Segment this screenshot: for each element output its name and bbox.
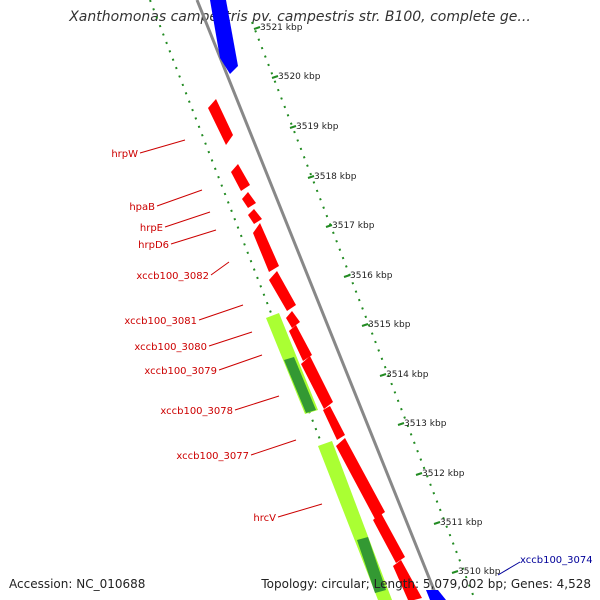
label-leader-line: [170, 229, 217, 245]
gene-label-xccb100_3081[interactable]: xccb100_3081: [124, 316, 197, 327]
scale-tick-label: 3511 kbp: [440, 518, 483, 528]
label-leader-line: [218, 354, 263, 371]
gene-hrpE: [242, 192, 256, 208]
genome-title: Xanthomonas campestris pv. campestris st…: [69, 9, 531, 25]
scale-tick-mark: [397, 422, 405, 426]
red-genes: [208, 99, 422, 600]
gene-labels: hrpW hpaB hrpE hrpD6 xccb100_3082 xccb100_308…: [111, 139, 323, 524]
gene-xccb100_3082: [253, 223, 279, 272]
scale-ticks: 3521 kbp 3520 kbp 3519 kbp 3518 kbp 3517 kbp…: [253, 23, 501, 577]
scale-tick-mark: [379, 373, 387, 377]
gene-label-hrpW[interactable]: hrpW: [111, 149, 138, 160]
label-leader-line: [210, 261, 230, 276]
gene-label-hpaB[interactable]: hpaB: [129, 202, 155, 213]
gene-hpaB: [231, 164, 250, 191]
label-leader-line: [234, 395, 280, 411]
gene-blue-top: [210, 0, 238, 74]
scale-tick-label: 3521 kbp: [260, 23, 303, 33]
gene-xccb100_3077: [323, 406, 345, 440]
gene-xccb100_3080: [286, 311, 300, 328]
scale-tick-mark: [343, 274, 351, 278]
scale-tick-mark: [289, 125, 297, 129]
gene-red-lower-2: [393, 560, 422, 600]
scale-tick-label: 3520 kbp: [278, 72, 321, 82]
gene-xccb100_3081: [269, 271, 296, 311]
gene-label-xccb100_3082[interactable]: xccb100_3082: [136, 271, 209, 282]
scale-tick-label: 3515 kbp: [368, 320, 411, 330]
genome-summary-text: Topology: circular; Length: 5,079,002 bp…: [261, 577, 591, 591]
scale-tick-label: 3516 kbp: [350, 271, 393, 281]
label-leader-line: [208, 331, 253, 347]
gene-blue-bottom: [426, 590, 446, 600]
label-leader-line: [198, 304, 244, 321]
gene-hrcV: [336, 438, 385, 519]
scale-tick-mark: [271, 75, 279, 79]
scale-tick-mark: [307, 175, 315, 179]
scale-tick-mark: [253, 26, 261, 30]
scale-tick-mark: [451, 570, 459, 574]
scale-tick-mark: [325, 224, 333, 228]
gene-label-xccb100_3079[interactable]: xccb100_3079: [144, 366, 217, 377]
gene-red-lower-1: [373, 513, 405, 563]
gene-hrpW: [208, 99, 233, 145]
scale-tick-label: 3513 kbp: [404, 419, 447, 429]
gene-label-xccb100_3078[interactable]: xccb100_3078: [160, 406, 233, 417]
label-leader-line: [156, 189, 203, 207]
gene-label-hrcV[interactable]: hrcV: [253, 513, 276, 524]
scale-tick-label: 3518 kbp: [314, 172, 357, 182]
label-leader-line: [250, 439, 297, 456]
gene-label-xccb100_3074[interactable]: xccb100_3074: [520, 555, 593, 566]
gene-label-hrpE[interactable]: hrpE: [140, 223, 163, 234]
gene-label-hrpD6[interactable]: hrpD6: [138, 240, 169, 251]
label-leader-line: [164, 211, 211, 228]
cds-dark-2: [357, 537, 386, 593]
green-features: [266, 313, 392, 600]
scale-tick-mark: [415, 472, 423, 476]
scale-tick-label: 3517 kbp: [332, 221, 375, 231]
scale-tick-label: 3519 kbp: [296, 122, 339, 132]
cds-dark-1: [284, 357, 316, 413]
scale-tick-label: 3512 kbp: [422, 469, 465, 479]
gene-hrpD6: [248, 209, 262, 224]
label-leader-xccb100_3074: [497, 561, 521, 576]
scale-tick-label: 3510 kbp: [458, 567, 501, 577]
gene-xccb100_3078: [301, 356, 333, 409]
genome-backbone: [195, 0, 440, 600]
scale-tick-mark: [433, 521, 441, 525]
scale-tick-label: 3514 kbp: [386, 370, 429, 380]
gene-label-xccb100_3077[interactable]: xccb100_3077: [176, 451, 249, 462]
outer-dotted-guide: [251, 21, 476, 600]
gene-xccb100_3079: [289, 325, 312, 361]
gene-label-xccb100_3080[interactable]: xccb100_3080: [134, 342, 207, 353]
scale-tick-mark: [361, 323, 369, 327]
label-leader-line: [277, 503, 323, 518]
accession-text: Accession: NC_010688: [9, 577, 146, 591]
label-leader-line: [139, 139, 186, 154]
